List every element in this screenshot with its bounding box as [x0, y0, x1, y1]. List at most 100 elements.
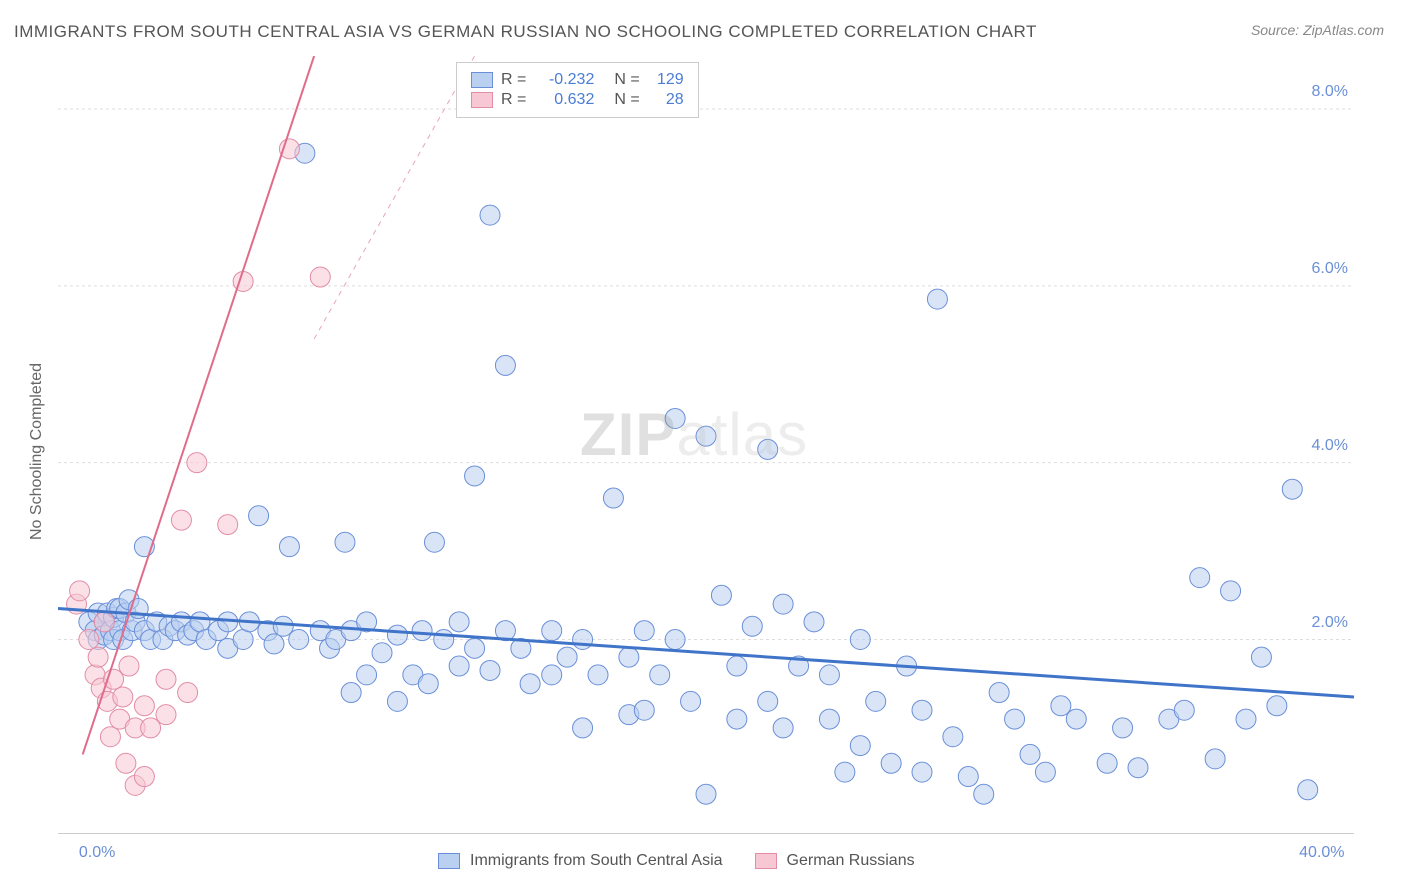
y-tick-label: 4.0% [1312, 437, 1348, 455]
data-point [711, 585, 731, 605]
chart-svg [58, 56, 1354, 834]
legend-swatch [755, 853, 777, 869]
data-point [1298, 780, 1318, 800]
x-tick-label: 0.0% [79, 844, 115, 862]
x-tick-label: 40.0% [1299, 844, 1344, 862]
data-point [557, 647, 577, 667]
data-point [156, 669, 176, 689]
data-point [264, 634, 284, 654]
data-point [94, 612, 114, 632]
data-point [520, 674, 540, 694]
data-point [1221, 581, 1241, 601]
legend-n-value: 129 [648, 71, 684, 89]
legend-swatch [438, 853, 460, 869]
data-point [310, 267, 330, 287]
data-point [1005, 709, 1025, 729]
data-point [665, 408, 685, 428]
data-point [1035, 762, 1055, 782]
data-point [742, 616, 762, 636]
data-point [850, 736, 870, 756]
data-point [434, 630, 454, 650]
data-point [573, 630, 593, 650]
data-point [218, 515, 238, 535]
data-point [1020, 744, 1040, 764]
data-point [773, 718, 793, 738]
data-point [634, 700, 654, 720]
y-tick-label: 8.0% [1312, 83, 1348, 101]
data-point [113, 687, 133, 707]
data-point [665, 630, 685, 650]
data-point [542, 665, 562, 685]
data-point [927, 289, 947, 309]
legend-swatch [471, 92, 493, 108]
data-point [912, 700, 932, 720]
legend-swatch [471, 72, 493, 88]
data-point [387, 625, 407, 645]
data-point [1113, 718, 1133, 738]
data-point [100, 727, 120, 747]
data-point [727, 656, 747, 676]
data-point [603, 488, 623, 508]
data-point [480, 660, 500, 680]
data-point [958, 767, 978, 787]
data-point [681, 691, 701, 711]
data-point [465, 638, 485, 658]
legend-row: R =-0.232N =129 [471, 71, 684, 89]
data-point [943, 727, 963, 747]
source-label: Source: [1251, 22, 1299, 38]
source-value: ZipAtlas.com [1303, 22, 1384, 38]
data-point [1190, 568, 1210, 588]
legend-r-value: 0.632 [534, 91, 594, 109]
data-point [1097, 753, 1117, 773]
legend-row: R =0.632N =28 [471, 91, 684, 109]
y-tick-label: 6.0% [1312, 260, 1348, 278]
data-point [79, 630, 99, 650]
data-point [495, 355, 515, 375]
data-point [119, 656, 139, 676]
data-point [70, 581, 90, 601]
legend-n-label: N = [614, 91, 639, 109]
data-point [1205, 749, 1225, 769]
data-point [696, 784, 716, 804]
legend-label: Immigrants from South Central Asia [470, 852, 723, 870]
data-point [449, 656, 469, 676]
data-point [418, 674, 438, 694]
data-point [619, 647, 639, 667]
data-point [758, 691, 778, 711]
data-point [357, 665, 377, 685]
data-point [819, 665, 839, 685]
trend-line-dashed [314, 56, 474, 339]
data-point [881, 753, 901, 773]
data-point [134, 696, 154, 716]
y-axis-label: No Schooling Completed [28, 363, 46, 540]
data-point [412, 621, 432, 641]
legend-n-label: N = [614, 71, 639, 89]
data-point [480, 205, 500, 225]
data-point [187, 453, 207, 473]
y-tick-label: 2.0% [1312, 614, 1348, 632]
data-point [573, 718, 593, 738]
data-point [465, 466, 485, 486]
data-point [1251, 647, 1271, 667]
data-point [1282, 479, 1302, 499]
data-point [289, 630, 309, 650]
data-point [341, 683, 361, 703]
data-point [1267, 696, 1287, 716]
data-point [588, 665, 608, 685]
data-point [116, 753, 136, 773]
data-point [650, 665, 670, 685]
data-point [696, 426, 716, 446]
chart-title: IMMIGRANTS FROM SOUTH CENTRAL ASIA VS GE… [14, 22, 1037, 42]
data-point [835, 762, 855, 782]
data-point [1174, 700, 1194, 720]
data-point [134, 767, 154, 787]
data-point [634, 621, 654, 641]
data-point [387, 691, 407, 711]
data-point [233, 630, 253, 650]
legend-r-label: R = [501, 91, 526, 109]
data-point [171, 510, 191, 530]
data-point [974, 784, 994, 804]
trend-line [58, 609, 1354, 697]
legend-r-value: -0.232 [534, 71, 594, 89]
data-point [866, 691, 886, 711]
